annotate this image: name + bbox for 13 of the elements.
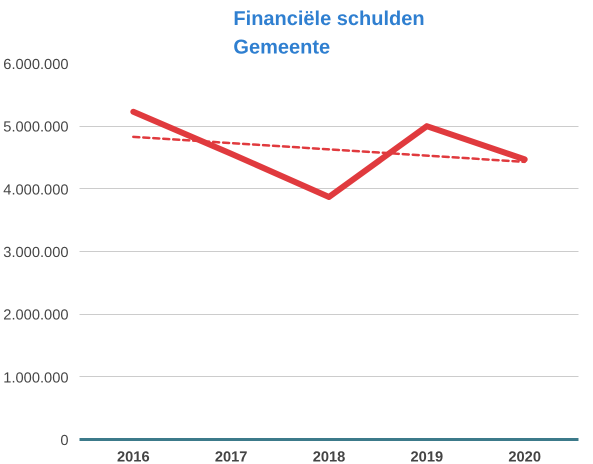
y-tick-label: 2.000.000 xyxy=(3,308,68,324)
x-tick-label: 2019 xyxy=(410,450,444,464)
x-tick-label: 2018 xyxy=(312,450,346,464)
y-tick-label: 4.000.000 xyxy=(3,182,68,198)
chart-title: Financiële schulden Gemeente xyxy=(233,8,425,58)
y-tick-label: 3.000.000 xyxy=(3,245,68,261)
y-tick-label: 0 xyxy=(60,433,69,449)
x-tick-label: 2017 xyxy=(214,450,248,464)
y-tick-label: 5.000.000 xyxy=(3,120,68,136)
y-tick-label: 1.000.000 xyxy=(3,370,68,386)
y-tick-label: 6.000.000 xyxy=(3,57,68,73)
x-tick-label: 2020 xyxy=(508,450,541,464)
x-tick-label: 2016 xyxy=(117,450,150,464)
